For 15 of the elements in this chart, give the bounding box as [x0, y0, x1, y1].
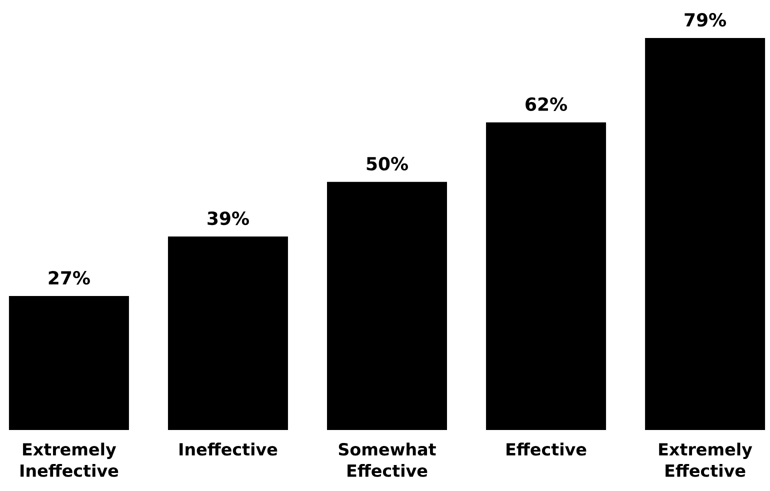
- bar: [645, 38, 766, 430]
- x-tick-label: Somewhat Effective: [338, 442, 436, 477]
- bar: [168, 236, 288, 430]
- bar: [486, 122, 606, 430]
- x-tick-label: Extremely Ineffective: [20, 442, 118, 477]
- data-label: 79%: [684, 13, 726, 27]
- bar: [8, 296, 129, 430]
- x-tick-label: Effective: [506, 442, 586, 456]
- x-tick-label: Ineffective: [180, 442, 278, 456]
- data-label: 62%: [526, 97, 567, 111]
- x-tick-label: Extremely Effective: [659, 442, 752, 477]
- data-label: 50%: [366, 156, 408, 171]
- data-label: 27%: [48, 271, 90, 285]
- data-label: 39%: [208, 211, 249, 226]
- bar: [327, 182, 448, 430]
